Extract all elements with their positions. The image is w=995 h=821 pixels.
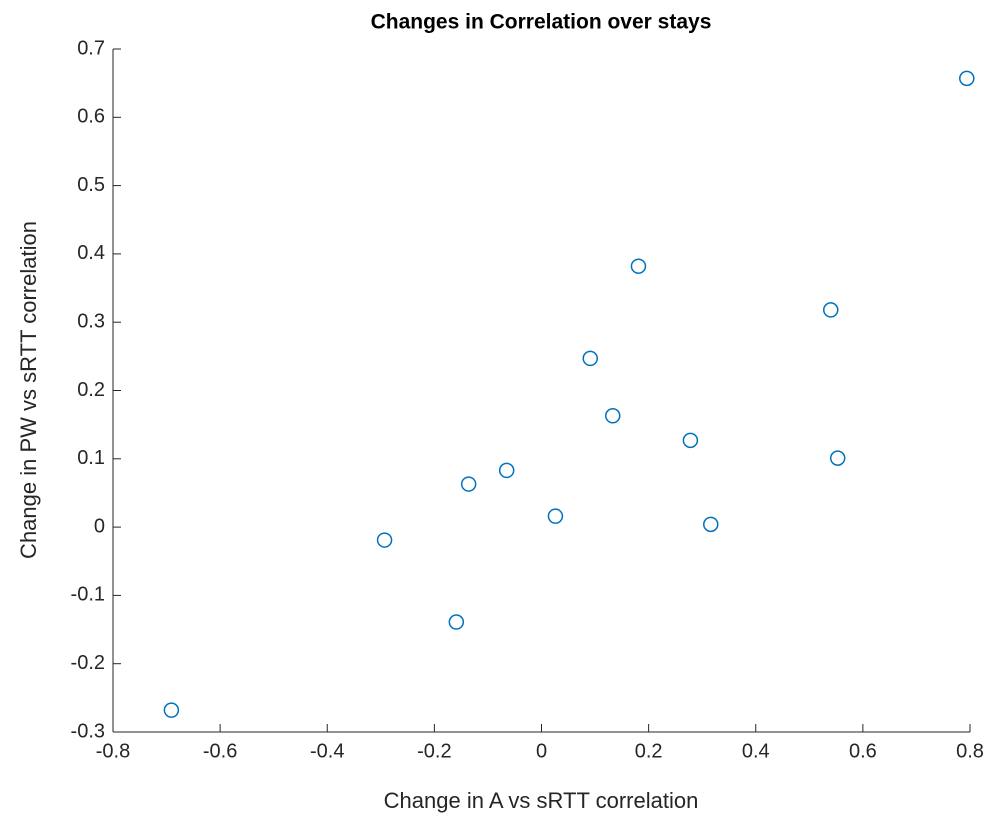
x-tick-label: -0.8 — [96, 740, 130, 762]
point — [547, 508, 564, 524]
point — [582, 350, 598, 367]
x-tick-label: 0.4 — [742, 740, 770, 762]
chart-title: Changes in Correlation over stays — [371, 11, 712, 34]
y-axis-label: Change in PW vs sRTT correlation — [16, 221, 41, 559]
point — [460, 476, 477, 492]
point — [376, 532, 393, 548]
x-tick-label: 0 — [536, 740, 547, 762]
point — [163, 702, 180, 718]
y-tick-label: -0.3 — [71, 720, 105, 742]
y-tick-label: 0.2 — [77, 379, 105, 401]
x-tick-label: 0.6 — [849, 740, 877, 762]
y-tick-label: -0.2 — [71, 652, 105, 674]
point — [703, 516, 719, 533]
x-tick-label: 0.2 — [635, 740, 663, 762]
x-axis-label: Change in A vs sRTT correlation — [384, 788, 699, 813]
point — [959, 70, 975, 87]
x-tick-label: -0.6 — [203, 740, 237, 762]
y-tick-label: 0.6 — [77, 106, 105, 128]
point — [630, 258, 647, 274]
x-tick-label: -0.4 — [310, 740, 344, 762]
y-tick-label: 0.4 — [77, 242, 105, 264]
point — [498, 462, 515, 479]
point — [822, 302, 839, 318]
y-tick-label: 0.1 — [77, 447, 105, 469]
y-tick-label: 0.5 — [77, 174, 105, 196]
point — [682, 432, 699, 449]
y-tick-label: -0.1 — [71, 584, 105, 606]
y-tick-label: 0.3 — [77, 310, 105, 332]
y-tick-label: 0.7 — [77, 37, 105, 59]
x-tick-label: -0.2 — [417, 740, 451, 762]
point — [448, 614, 465, 630]
x-tick-label: 0.8 — [956, 740, 984, 762]
point — [604, 408, 621, 424]
y-tick-label: 0 — [94, 515, 105, 537]
point — [829, 450, 846, 466]
